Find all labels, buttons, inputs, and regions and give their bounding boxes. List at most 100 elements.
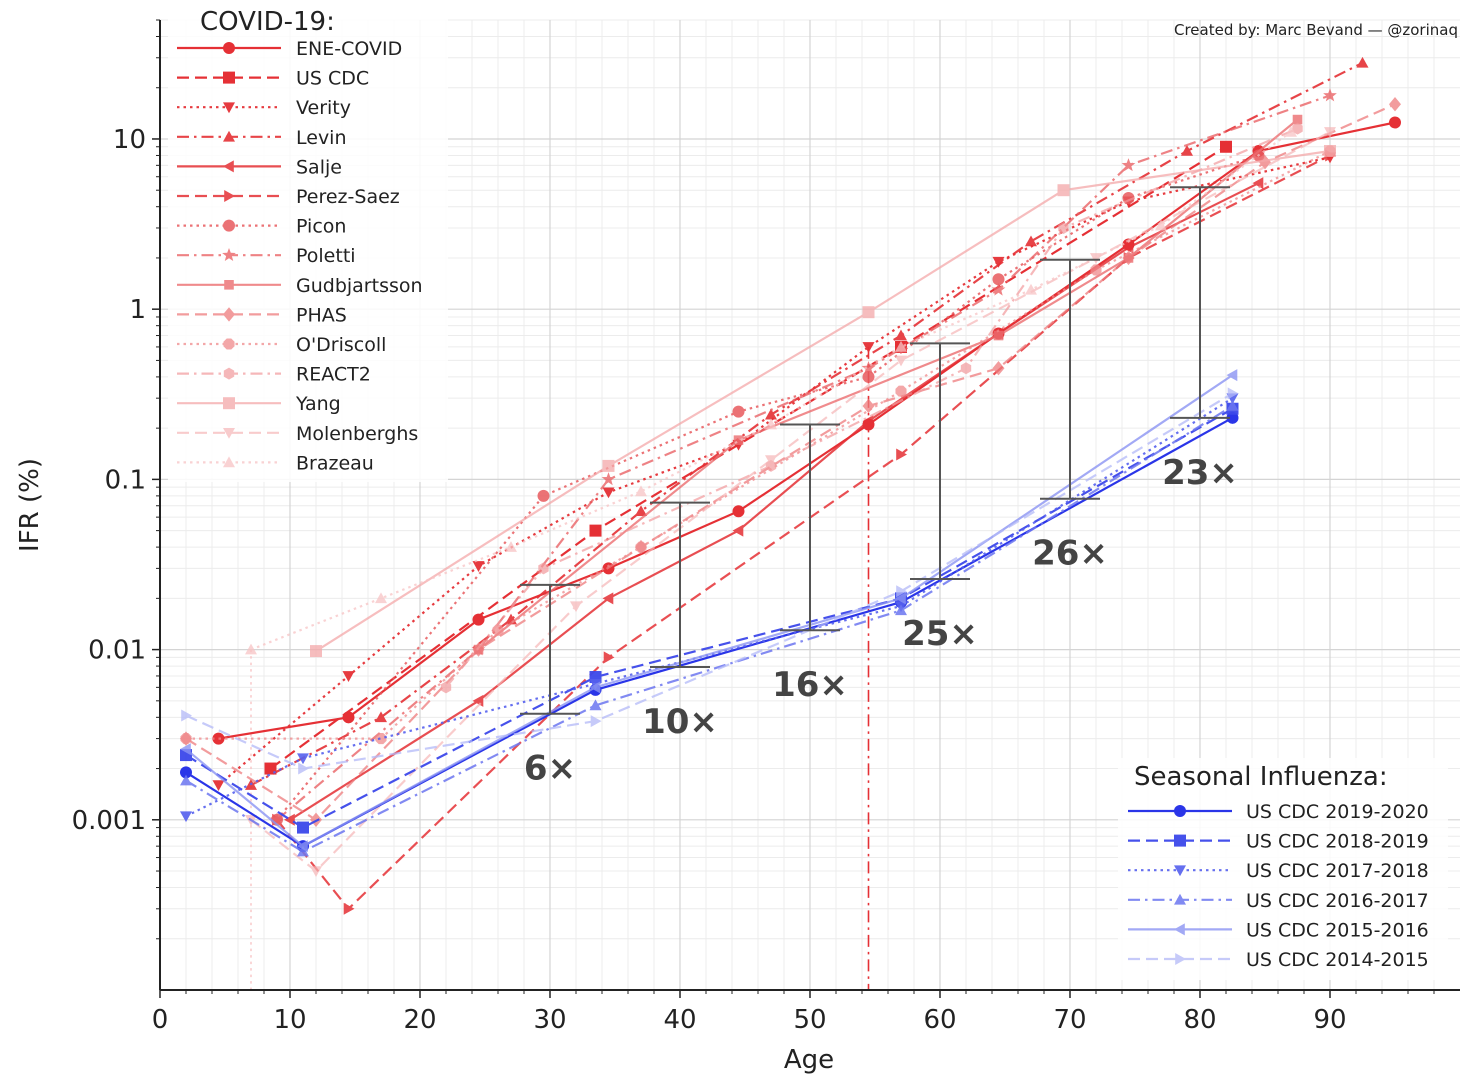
- covid-legend-label: Gudbjartsson: [296, 275, 423, 297]
- flu-series-line: [185, 407, 1234, 829]
- covid-data-point: [1122, 241, 1134, 254]
- flu-series-4: [180, 369, 1238, 853]
- covid-data-point: [343, 902, 355, 915]
- y-tick-label: 0.01: [88, 636, 146, 666]
- covid-legend-label: Levin: [296, 127, 347, 149]
- covid-data-point: [1356, 56, 1369, 68]
- flu-legend-label: US CDC 2017-2018: [1246, 860, 1429, 882]
- ratio-label: 16×: [772, 665, 848, 705]
- covid-data-point: [862, 342, 875, 353]
- covid-data-point: [1292, 114, 1303, 125]
- flu-legend-label: US CDC 2018-2019: [1246, 831, 1429, 853]
- y-tick-label: 1: [129, 295, 146, 325]
- covid-series-14: [245, 125, 1297, 655]
- covid-legend-marker: [223, 367, 235, 380]
- covid-legend-entry: [177, 42, 281, 54]
- flu-data-point: [896, 585, 907, 598]
- covid-data-point: [603, 651, 615, 664]
- covid-data-point: [635, 505, 647, 517]
- covid-data-point: [992, 361, 1005, 376]
- covid-legend-entry: [177, 280, 281, 290]
- ratio-label: 25×: [902, 614, 978, 654]
- flu-legend-marker: [1174, 923, 1185, 936]
- covid-legend-entry: [177, 160, 281, 173]
- flu-series-line: [185, 405, 1234, 853]
- x-tick-label: 0: [152, 1005, 169, 1035]
- covid-data-point: [960, 362, 972, 375]
- covid-series-12: [310, 144, 1336, 658]
- covid-legend-marker: [223, 397, 235, 410]
- flu-legend-marker: [1175, 953, 1186, 965]
- covid-data-point: [1181, 144, 1193, 156]
- covid-legend-entry: [177, 367, 281, 380]
- covid-data-point: [732, 505, 745, 518]
- covid-data-point: [732, 405, 745, 418]
- ratio-label: 10×: [642, 702, 718, 742]
- covid-data-point: [895, 355, 907, 367]
- flu-legend-entry: [1128, 923, 1232, 936]
- covid-data-point: [212, 780, 225, 792]
- flu-legend: Seasonal Influenza: US CDC 2019-2020 US C…: [1118, 758, 1448, 980]
- flu-data-point: [180, 743, 191, 756]
- covid-legend-label: ENE-COVID: [296, 38, 402, 60]
- covid-legend-label: Salje: [296, 156, 342, 178]
- covid-legend-entry: [177, 130, 281, 142]
- flu-data-point: [589, 681, 601, 694]
- covid-legend-entry: [177, 307, 281, 322]
- x-tick-label: 90: [1313, 1005, 1346, 1035]
- flu-legend-entry: [1128, 893, 1232, 905]
- covid-data-point: [1292, 122, 1303, 135]
- ratio-bar: 26×: [1032, 258, 1108, 574]
- covid-data-point: [1323, 88, 1337, 102]
- covid-series-11: [440, 122, 1303, 694]
- covid-data-point: [862, 306, 875, 319]
- covid-data-point: [1058, 221, 1069, 234]
- flu-legend-label: US CDC 2019-2020: [1246, 801, 1429, 823]
- covid-legend-entry: [177, 102, 281, 114]
- covid-data-point: [375, 711, 387, 723]
- x-tick-label: 60: [923, 1005, 956, 1035]
- flu-legend-label: US CDC 2015-2016: [1246, 919, 1429, 941]
- covid-data-point: [765, 418, 777, 430]
- x-tick-label: 50: [793, 1005, 826, 1035]
- covid-data-point: [1155, 219, 1167, 231]
- flu-legend-marker: [1174, 834, 1186, 847]
- covid-legend-marker: [224, 190, 235, 202]
- covid-legend-label: REACT2: [296, 364, 371, 386]
- ratio-label: 6×: [524, 749, 576, 789]
- x-tick-label: 80: [1183, 1005, 1216, 1035]
- ratio-bar: 6×: [520, 583, 580, 789]
- flu-data-point: [181, 709, 192, 722]
- covid-legend-marker: [223, 102, 235, 114]
- flu-legend-entry: [1128, 953, 1232, 965]
- covid-data-point: [896, 448, 907, 461]
- covid-data-point: [342, 711, 355, 724]
- covid-data-point: [270, 812, 284, 826]
- ratio-bar: 23×: [1162, 186, 1238, 493]
- covid-legend-marker: [223, 160, 234, 173]
- covid-data-point: [1025, 235, 1037, 247]
- flu-series-line: [185, 397, 1234, 818]
- x-tick-label: 70: [1053, 1005, 1086, 1035]
- covid-data-point: [862, 370, 875, 383]
- covid-data-point: [1389, 97, 1401, 112]
- covid-legend-label: Verity: [296, 97, 351, 119]
- flu-data-point: [297, 821, 309, 834]
- x-tick-label: 10: [273, 1005, 306, 1035]
- covid-legend-label: Brazeau: [296, 452, 374, 474]
- covid-data-point: [601, 472, 616, 486]
- covid-data-point: [602, 487, 615, 499]
- covid-data-point: [589, 524, 602, 537]
- covid-data-point: [602, 592, 614, 605]
- covid-data-point: [1057, 184, 1070, 197]
- flu-series-group: [180, 369, 1239, 857]
- x-tick-label: 20: [403, 1005, 436, 1035]
- flu-legend-label: US CDC 2014-2015: [1246, 949, 1429, 971]
- flu-data-point: [297, 753, 309, 765]
- covid-legend-marker: [223, 428, 235, 439]
- covid-legend-marker: [223, 338, 235, 350]
- covid-data-point: [537, 489, 550, 502]
- tick-labels: 0 10 20 30 40 50 60 70 80 90 0.001 0.01 0.1 1 10: [72, 19, 1435, 1035]
- covid-legend-title: COVID-19:: [200, 7, 335, 37]
